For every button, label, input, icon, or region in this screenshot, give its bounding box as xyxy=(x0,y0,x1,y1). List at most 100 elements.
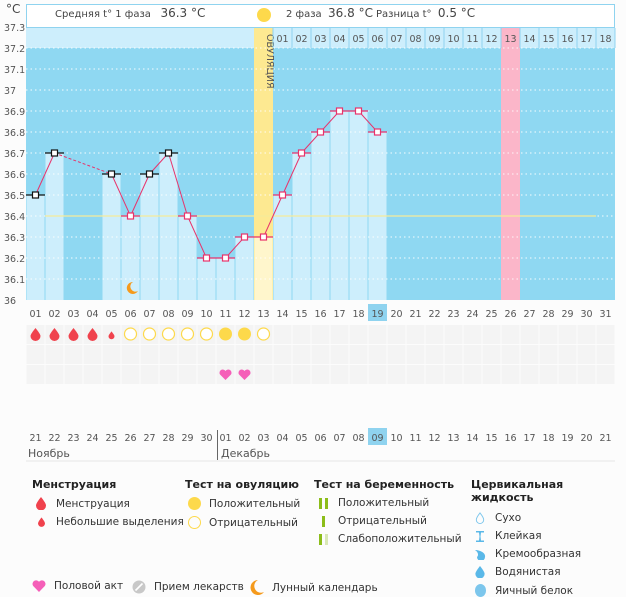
cycle-day-label: 10 xyxy=(200,309,212,320)
event-cell xyxy=(539,365,558,384)
moon-icon xyxy=(126,281,138,294)
ovulation-test-negative-icon xyxy=(161,327,176,341)
temp-point xyxy=(297,149,306,157)
temp-bar xyxy=(178,216,197,300)
event-cell xyxy=(425,345,444,364)
temp-point xyxy=(335,107,344,115)
calendar-date-weekend: 15 xyxy=(485,433,497,444)
event-cell xyxy=(45,365,64,384)
dpo-day-label: 03 xyxy=(314,34,326,45)
event-cell xyxy=(406,325,425,344)
event-cell xyxy=(444,365,463,384)
event-cell xyxy=(368,325,387,344)
event-cell xyxy=(596,345,615,364)
legend-item-menstruation: Менструация xyxy=(32,497,184,510)
cycle-day-label: 30 xyxy=(580,309,592,320)
event-cell xyxy=(463,365,482,384)
event-cell xyxy=(406,345,425,364)
event-cell xyxy=(45,345,64,364)
watery-drop-icon xyxy=(471,566,489,578)
ovulation-test-negative-icon xyxy=(180,327,195,341)
dpo-day-label: 14 xyxy=(523,34,535,45)
cycle-day-label: 13 xyxy=(257,309,269,320)
calendar-date: 11 xyxy=(409,433,421,444)
event-cell xyxy=(235,345,254,364)
faint-lines-icon xyxy=(314,533,332,545)
event-cell xyxy=(140,365,159,384)
cycle-day-label: 11 xyxy=(219,309,231,320)
temp-bar xyxy=(330,111,349,300)
heart-icon xyxy=(238,369,251,380)
bbt-chart: ОВУЛЯЦИЯ 37.3 37.2 37.1 37 36.9 36.8 36.7 36.6 36… xyxy=(4,4,616,462)
event-cell xyxy=(539,345,558,364)
event-cell xyxy=(254,365,273,384)
event-cell xyxy=(520,325,539,344)
event-cell xyxy=(121,345,140,364)
temp-line-gap xyxy=(54,152,112,175)
event-cell xyxy=(273,365,292,384)
event-cell xyxy=(463,325,482,344)
legend-medication: Прием лекарств xyxy=(130,580,244,594)
legend-item-watery: Водянистая xyxy=(471,566,626,578)
phase2-value: 36.8 °C xyxy=(328,6,373,20)
dry-drop-icon xyxy=(471,512,489,524)
event-cell xyxy=(387,365,406,384)
legend-item-preg-negative: Отрицательный xyxy=(314,515,462,527)
event-cell xyxy=(159,365,178,384)
highlight-column xyxy=(501,28,520,300)
event-cell xyxy=(159,345,178,364)
cycle-day-label: 12 xyxy=(238,309,250,320)
temp-bar xyxy=(140,174,159,300)
legend-item-dry: Сухо xyxy=(471,512,626,524)
dpo-day-label: 10 xyxy=(447,34,459,45)
blood-drop-icon xyxy=(49,328,60,342)
event-cell xyxy=(311,325,330,344)
dpo-day-label: 08 xyxy=(409,34,421,45)
temp-bar xyxy=(292,153,311,300)
dpo-day-label: 18 xyxy=(599,34,611,45)
temp-point xyxy=(50,149,59,157)
phase1-avg: Средняя t° 1 фаза 36.3 °C xyxy=(55,6,205,20)
diff-value: 0.5 °C xyxy=(437,6,476,20)
cycle-day-label: 27 xyxy=(523,309,535,320)
event-cell xyxy=(178,365,197,384)
calendar-date: 04 xyxy=(276,433,288,444)
ovulation-test-negative-icon xyxy=(142,327,157,341)
y-tick-label: 36.4 xyxy=(4,212,25,223)
calendar-date: 10 xyxy=(390,433,402,444)
cycle-day-label: 05 xyxy=(105,309,117,320)
calendar-date: 22 xyxy=(48,433,60,444)
calendar-date: 09 xyxy=(371,433,383,444)
calendar-date-weekend: 01 xyxy=(219,433,231,444)
blood-drop-icon xyxy=(30,328,41,342)
y-tick-label: 36.6 xyxy=(4,170,25,181)
event-cell xyxy=(292,325,311,344)
moon-icon xyxy=(248,580,266,595)
cycle-day-label: 01 xyxy=(29,309,41,320)
legend-ovulation-test: Тест на овуляцию Положительный Отрицател… xyxy=(185,478,300,529)
dpo-day-label: 15 xyxy=(542,34,554,45)
calendar-date: 20 xyxy=(580,433,592,444)
event-cell xyxy=(273,345,292,364)
month-december: Декабрь xyxy=(221,447,270,460)
calendar-date: 28 xyxy=(162,433,174,444)
month-divider xyxy=(217,430,218,460)
temp-bar xyxy=(26,195,45,300)
creamy-drop-icon xyxy=(471,549,489,560)
event-cell xyxy=(197,365,216,384)
event-cell xyxy=(102,365,121,384)
temp-bar xyxy=(159,153,178,300)
event-cell xyxy=(292,345,311,364)
legend-item-creamy: Кремообразная xyxy=(471,548,626,560)
temp-line xyxy=(282,152,302,196)
legend-item-preg-positive: Положительный xyxy=(314,497,462,509)
event-cell xyxy=(482,365,501,384)
event-cell xyxy=(520,365,539,384)
temp-point xyxy=(107,170,116,178)
ovulation-test-positive-icon xyxy=(238,327,251,341)
temp-line xyxy=(130,173,150,217)
temp-point xyxy=(240,233,249,241)
event-cell xyxy=(539,325,558,344)
temp-point xyxy=(316,128,325,136)
calendar-date: 02 xyxy=(238,433,250,444)
